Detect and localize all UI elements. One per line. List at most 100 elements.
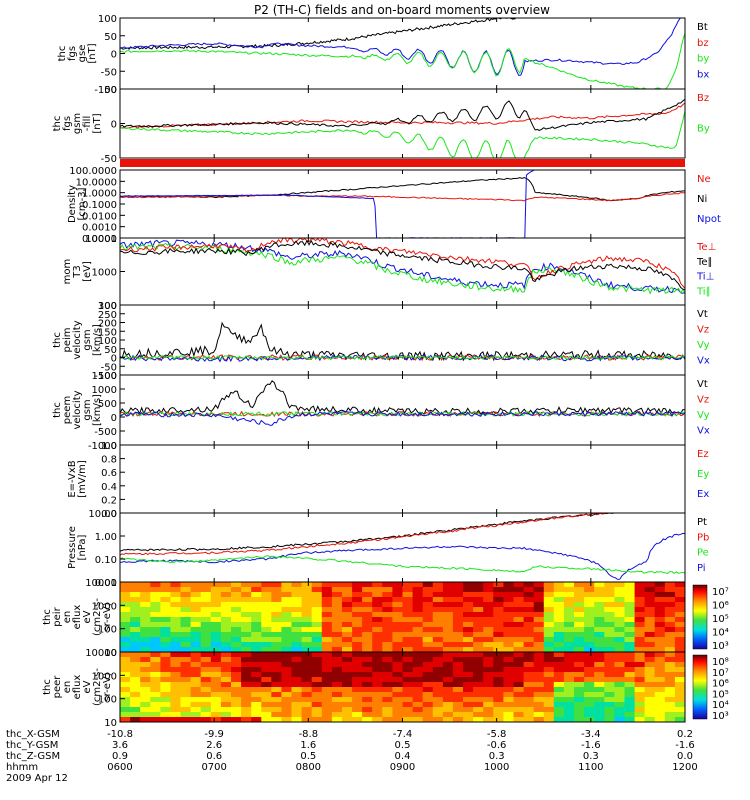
spectrogram-cell <box>331 717 343 722</box>
spectrogram-cell <box>513 622 525 628</box>
spectrogram-cell <box>271 602 282 608</box>
spectrogram-cell <box>604 657 615 663</box>
spectrogram-cell <box>533 692 545 698</box>
spectrogram-cell <box>473 642 484 648</box>
spectrogram-cell <box>473 637 484 643</box>
spectrogram-cell <box>291 677 303 683</box>
spectrogram-cell <box>674 582 685 588</box>
spectrogram-cell <box>412 612 424 618</box>
y-tick-label: 0 <box>111 50 117 61</box>
spectrogram-cell <box>402 682 414 688</box>
spectrogram-cell <box>644 587 656 593</box>
spectrogram-cell <box>220 642 232 648</box>
spectrogram-cell <box>452 617 464 623</box>
series-red <box>120 238 685 289</box>
spectrogram-cell <box>331 617 343 623</box>
spectrogram-cell <box>301 707 313 713</box>
spectrogram-cell <box>190 637 202 643</box>
spectrogram-cell <box>241 617 252 623</box>
spectrogram-cell <box>362 587 373 593</box>
legend-label-blue: Ex <box>697 489 709 500</box>
spectrogram-cell <box>523 597 535 603</box>
spectrogram-cell <box>150 617 161 623</box>
x-axis-value: -10.8 <box>107 729 133 740</box>
spectrogram-cell <box>382 702 393 708</box>
spectrogram-cell <box>654 702 666 708</box>
spectrogram-cell <box>604 692 615 698</box>
spectrogram-cell <box>342 697 353 703</box>
spectrogram-cell <box>402 657 414 663</box>
spectrogram-cell <box>432 627 444 633</box>
spectrogram-cell <box>614 702 626 708</box>
spectrogram-cell <box>140 692 151 698</box>
spectrogram-cell <box>442 607 454 613</box>
spectrogram-cell <box>644 642 656 648</box>
spectrogram-cell <box>392 677 404 683</box>
spectrogram-cell <box>251 642 262 648</box>
spectrogram-cell <box>422 607 434 613</box>
spectrogram-cell <box>412 637 424 643</box>
spectrogram-cell <box>463 707 474 713</box>
spectrogram-cell <box>422 637 434 643</box>
spectrogram-cell <box>342 627 353 633</box>
spectrogram-cell <box>412 652 424 658</box>
spectrogram-cell <box>674 657 685 663</box>
spectrogram-cell <box>210 637 222 643</box>
spectrogram-cell <box>543 647 555 652</box>
spectrogram-cell <box>301 687 313 693</box>
spectrogram-cell <box>533 637 545 643</box>
spectrogram-cell <box>220 717 232 722</box>
spectrogram-cell <box>372 597 383 603</box>
spectrogram-cell <box>160 582 172 588</box>
spectrogram-cell <box>563 707 575 713</box>
spectrogram-cell <box>251 617 262 623</box>
spectrogram-cell <box>483 662 494 668</box>
spectrogram-cell <box>594 637 605 643</box>
x-axis-value: 3.6 <box>112 740 128 751</box>
spectrogram-cell <box>362 682 373 688</box>
spectrogram-cell <box>372 602 383 608</box>
spectrogram-cell <box>543 687 555 693</box>
spectrogram-cell <box>442 632 454 638</box>
spectrogram-cell <box>553 662 565 668</box>
spectrogram-cell <box>614 697 626 703</box>
spectrogram-cell <box>150 607 161 613</box>
spectrogram-cell <box>180 717 192 722</box>
spectrogram-cell <box>160 617 172 623</box>
spectrogram-cell <box>503 627 515 633</box>
spectrogram-cell <box>352 697 363 703</box>
y-axis-label: sr-eV) <box>102 672 113 701</box>
spectrogram-cell <box>372 667 383 673</box>
spectrogram-cell <box>412 707 424 713</box>
spectrogram-cell <box>271 652 282 658</box>
spectrogram-cell <box>150 632 161 638</box>
spectrogram-cell <box>392 637 404 643</box>
spectrogram-cell <box>301 647 313 652</box>
spectrogram-cell <box>432 642 444 648</box>
spectrogram-cell <box>210 692 222 698</box>
spectrogram-cell <box>644 687 656 693</box>
spectrogram-cell <box>271 617 282 623</box>
spectrogram-cell <box>170 592 182 598</box>
spectrogram-cell <box>513 597 525 603</box>
spectrogram-cell <box>543 677 555 683</box>
spectrogram-cell <box>543 667 555 673</box>
spectrogram-cell <box>331 627 343 633</box>
spectrogram-cell <box>634 692 646 698</box>
spectrogram-cell <box>180 692 192 698</box>
x-axis-value: 0.5 <box>300 751 316 762</box>
spectrogram-cell <box>584 597 595 603</box>
y-axis-label: eV <box>82 680 93 693</box>
spectrogram-cell <box>422 667 434 673</box>
spectrogram-cell <box>352 657 363 663</box>
series-red <box>120 102 685 129</box>
spectrogram-cell <box>120 662 131 668</box>
spectrogram-cell <box>392 667 404 673</box>
spectrogram-cell <box>200 612 212 618</box>
spectrogram-cell <box>523 587 535 593</box>
spectrogram-cell <box>231 642 242 648</box>
spectrogram-cell <box>392 587 404 593</box>
y-tick-label: -100 <box>94 371 117 382</box>
